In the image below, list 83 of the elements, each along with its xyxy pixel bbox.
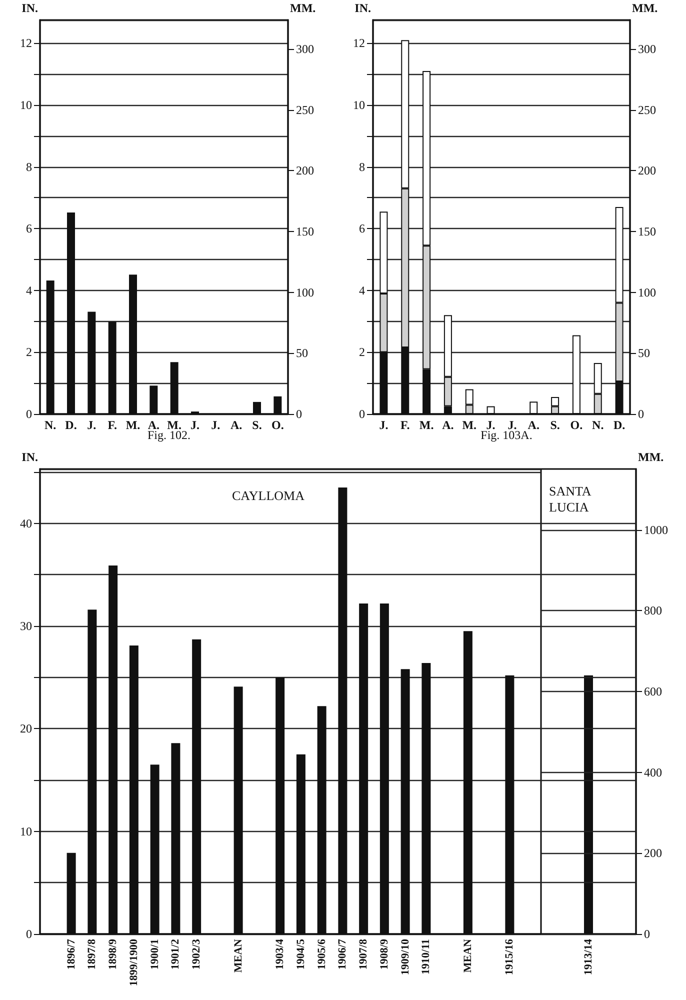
y-tick-label: 200 [644, 846, 662, 860]
y-tick-label: 8 [26, 160, 32, 174]
y-tick-label: 2 [359, 345, 365, 360]
y-tick-label: 400 [644, 765, 662, 780]
x-tick-label: O. [570, 418, 583, 432]
x-tick-label: 1898/9 [107, 938, 120, 970]
x-tick-label: F. [108, 418, 117, 432]
x-tick-label: 1900/1 [148, 939, 161, 970]
y-tick-label: 12 [20, 36, 32, 50]
x-tick-label: 1902/3 [190, 938, 203, 970]
y2-axis-title: MM. [632, 1, 658, 15]
y-tick-label: 2 [26, 345, 32, 360]
x-tick-label: MEAN [232, 938, 244, 973]
y-tick-label: 0 [26, 407, 32, 421]
annotation: CAYLLOMA [232, 488, 306, 503]
x-tick-label: O. [271, 418, 284, 432]
y2-tick-label: 200 [296, 164, 314, 178]
x-tick-label: A. [442, 418, 454, 432]
y2-axis-title: MM. [290, 1, 316, 15]
y-tick-label: 4 [26, 283, 32, 298]
y-tick-label: 6 [359, 222, 365, 236]
y-tick-label: 20 [20, 722, 32, 736]
y-tick-label: 6 [26, 222, 32, 236]
annotation: SANTA LUCIA [549, 484, 594, 514]
y2-tick-label: 300 [638, 42, 656, 56]
x-tick-label: J. [87, 418, 96, 432]
x-tick-label: 1903/4 [274, 938, 286, 970]
x-tick-label: S. [252, 418, 262, 432]
x-tick-label: M. [126, 418, 140, 432]
y2-tick-label: 250 [638, 102, 656, 117]
y2-tick-label: 250 [296, 102, 314, 117]
y2-tick-label: 300 [296, 42, 314, 56]
y-tick-label: 30 [20, 619, 32, 634]
x-tick-label: S. [550, 418, 560, 432]
x-tick-label: J. [379, 418, 388, 432]
y-tick-label: 4 [359, 283, 365, 298]
x-tick-label: 1906/7 [336, 938, 349, 970]
x-tick-label: 1908/9 [378, 938, 390, 970]
y-tick-label: 800 [644, 604, 662, 618]
y-axis-title: IN. [22, 1, 38, 15]
y-tick-label: 8 [359, 160, 365, 174]
y2-tick-label: 150 [296, 224, 314, 239]
x-tick-label: 1897/8 [86, 938, 98, 970]
y2-tick-label: 100 [296, 285, 314, 300]
x-tick-label: 1913/14 [582, 938, 594, 976]
y-tick-label: 0 [359, 407, 365, 421]
y2-tick-label: 150 [638, 224, 656, 239]
y2-tick-label: 50 [638, 346, 650, 360]
x-tick-label: 1907/8 [358, 938, 370, 970]
x-tick-label: 1915/16 [504, 938, 516, 976]
x-tick-label: A. [230, 418, 242, 432]
x-tick-label: D. [613, 418, 626, 432]
y-tick-label: 1000 [644, 522, 668, 537]
x-tick-label: D. [65, 418, 77, 432]
x-tick-label: 1904/5 [294, 938, 307, 970]
x-tick-label: M. [419, 418, 434, 432]
x-tick-label: N. [44, 418, 56, 432]
y-tick-label: 10 [353, 98, 365, 112]
x-tick-label: J. [211, 418, 220, 432]
x-tick-label: MEAN [462, 938, 474, 973]
y-tick-label: 600 [644, 684, 662, 699]
y-tick-label: 12 [353, 36, 365, 50]
y-axis-title: MM. [638, 450, 664, 464]
y-axis-title: IN. [22, 450, 38, 464]
x-tick-label: 1901/2 [170, 938, 182, 970]
y-tick-label: 10 [20, 98, 32, 112]
x-tick-label: 1905/6 [316, 938, 328, 970]
x-tick-label: N. [592, 418, 604, 432]
x-tick-label: 1899/1900 [128, 938, 140, 986]
y-tick-label: 40 [20, 516, 32, 530]
x-tick-label: 1896/7 [65, 938, 78, 970]
x-tick-label: J. [190, 418, 200, 432]
y-tick-label: 0 [26, 927, 32, 941]
y-axis-title: IN. [354, 1, 371, 15]
y2-tick-label: 0 [296, 407, 302, 421]
x-tick-label: M. [462, 418, 477, 432]
y2-tick-label: 50 [296, 346, 308, 360]
x-tick-label: 1909/10 [399, 938, 412, 976]
y-tick-label: 10 [20, 824, 32, 838]
y2-tick-label: 100 [638, 285, 656, 300]
x-tick-label: 1910/11 [420, 939, 432, 974]
x-tick-label: F. [400, 418, 410, 432]
y-tick-label: 0 [644, 927, 650, 941]
